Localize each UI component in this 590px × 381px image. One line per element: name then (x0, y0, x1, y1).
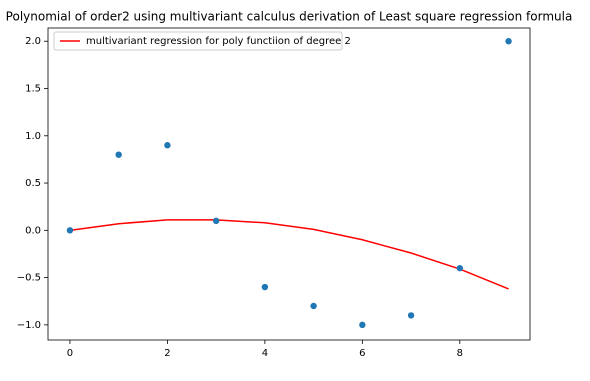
point (359, 321, 366, 329)
y-tick-label: 0.5 (25, 178, 41, 189)
y-tick-label: 1.0 (25, 131, 41, 142)
point (164, 142, 171, 149)
y-tick-label: −1.0 (17, 320, 41, 331)
point (115, 151, 122, 158)
x-tick-label: 2 (164, 348, 170, 359)
x-tick-label: 4 (262, 348, 268, 359)
plot-frame (47, 27, 531, 341)
point (212, 217, 220, 225)
regression-line (69, 219, 509, 290)
legend-box (53, 31, 343, 51)
chart-title: Polynomial of order2 using multivariant … (6, 10, 573, 24)
point (456, 264, 464, 272)
legend-label: multivariant regression for poly functii… (86, 36, 351, 47)
x-tick-label: 0 (67, 348, 73, 359)
point (310, 302, 317, 310)
y-tick-label: −0.5 (17, 273, 41, 284)
point (407, 312, 415, 319)
x-tick-label: 6 (359, 348, 365, 359)
x-tick-label: 8 (457, 348, 463, 359)
y-tick-label: 2.0 (25, 36, 41, 47)
point (66, 227, 74, 234)
point (261, 283, 269, 291)
y-tick-label: 0.0 (25, 225, 41, 236)
point (505, 38, 512, 45)
y-tick-label: 1.5 (25, 84, 41, 95)
